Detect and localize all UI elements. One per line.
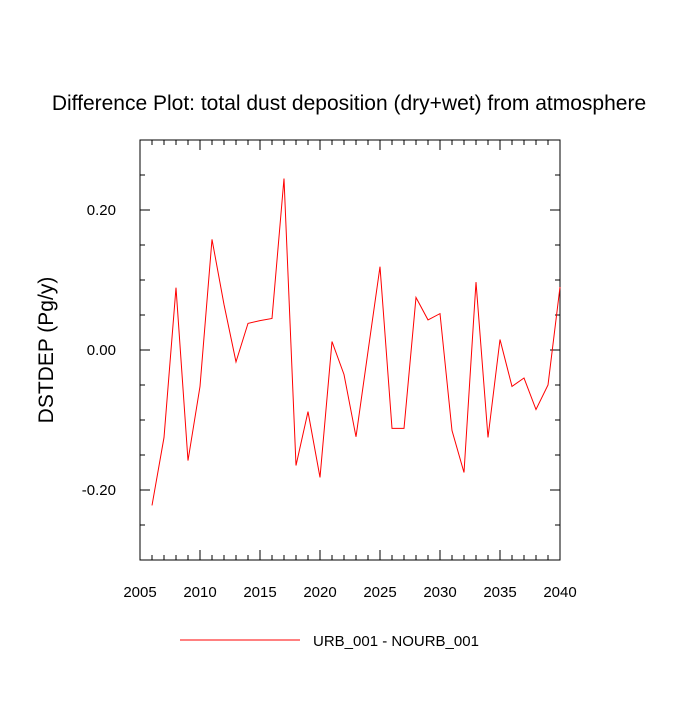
x-tick-label: 2025 bbox=[363, 584, 396, 601]
x-tick-label: 2040 bbox=[543, 584, 576, 601]
legend-label: URB_001 - NOURB_001 bbox=[313, 633, 479, 650]
series-line bbox=[151, 178, 561, 506]
x-tick-label: 2010 bbox=[183, 584, 216, 601]
y-tick-label: 0.00 bbox=[87, 342, 116, 359]
y-tick-label: -0.20 bbox=[82, 482, 116, 499]
minor-ticks bbox=[140, 140, 560, 560]
y-axis-label: DSTDEP (Pg/y) bbox=[35, 277, 58, 424]
x-tick-label: 2035 bbox=[483, 584, 516, 601]
x-tick-label: 2020 bbox=[303, 584, 336, 601]
x-axis-ticks: 2005 2010 2015 2020 2025 2030 2035 2040 bbox=[123, 140, 577, 601]
x-tick-label: 2015 bbox=[243, 584, 276, 601]
x-tick-label: 2030 bbox=[423, 584, 456, 601]
y-axis-ticks: -0.20 0.00 0.20 bbox=[82, 202, 560, 499]
y-tick-label: 0.20 bbox=[87, 202, 116, 219]
x-tick-label: 2005 bbox=[123, 584, 156, 601]
series-group bbox=[151, 178, 561, 506]
legend: URB_001 - NOURB_001 bbox=[180, 633, 479, 650]
chart-title: Difference Plot: total dust deposition (… bbox=[52, 92, 646, 115]
